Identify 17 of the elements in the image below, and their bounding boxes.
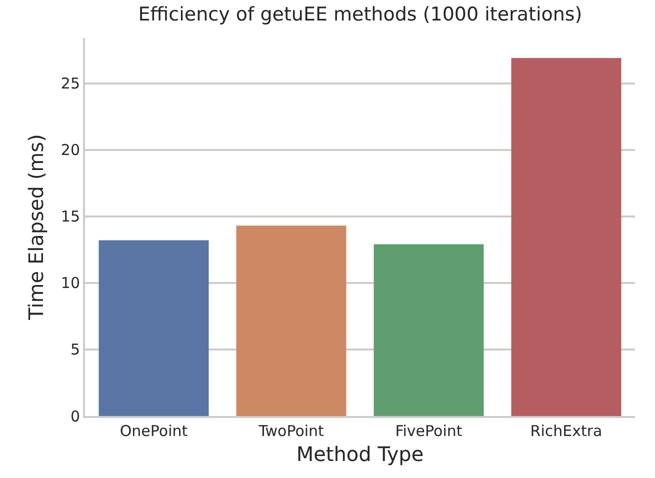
- x-tick-label: TwoPoint: [258, 422, 324, 440]
- y-tick-label: 25: [60, 74, 80, 92]
- y-tick-label: 20: [60, 141, 80, 160]
- x-tick-label: RichExtra: [530, 422, 602, 440]
- y-tick-label: 5: [70, 340, 80, 359]
- bar: [236, 226, 346, 416]
- x-tick-label: FivePoint: [395, 422, 462, 440]
- x-tick-label: OnePoint: [120, 422, 188, 440]
- y-axis-title: Time Elapsed (ms): [24, 134, 48, 321]
- y-tick-label: 10: [60, 274, 80, 292]
- chart-title: Efficiency of getuEE methods (1000 iterations): [138, 3, 582, 26]
- y-tick-label: 0: [70, 407, 80, 426]
- y-tick-label: 15: [60, 208, 80, 226]
- bar: [511, 58, 622, 416]
- bar: [374, 244, 484, 416]
- x-axis-title: Method Type: [296, 442, 424, 466]
- bar: [98, 240, 209, 416]
